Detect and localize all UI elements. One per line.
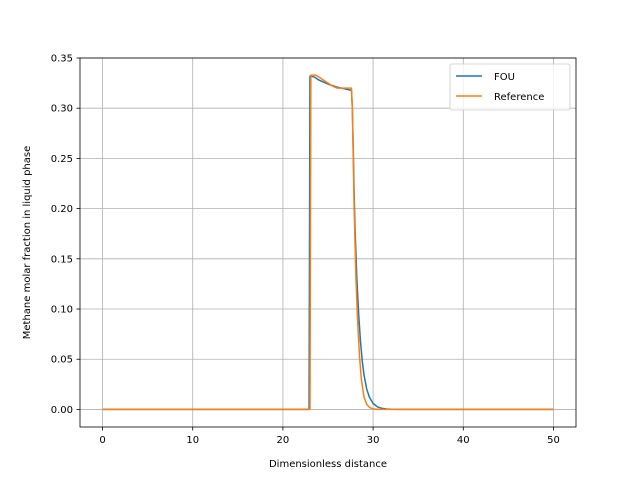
legend-entry-label: FOU — [494, 72, 515, 83]
series-line-reference — [102, 74, 554, 411]
x-axis-label: Dimensionless distance — [269, 459, 387, 470]
x-axis-ticks: 0 10 20 30 40 50 — [99, 427, 560, 446]
legend-box — [449, 63, 571, 111]
x-tick-label: 10 — [186, 435, 199, 446]
legend: FOU Reference — [449, 63, 571, 111]
y-tick-label: 0.25 — [51, 154, 73, 165]
y-tick-label: 0.00 — [51, 405, 73, 416]
x-tick-label: 20 — [277, 435, 290, 446]
y-tick-label: 0.30 — [51, 104, 73, 115]
axes-frame — [79, 57, 577, 428]
legend-entry-label: Reference — [494, 92, 544, 103]
plot-area — [102, 74, 554, 411]
y-tick-label: 0.20 — [51, 204, 73, 215]
x-tick-label: 50 — [547, 435, 560, 446]
x-tick-label: 0 — [99, 435, 105, 446]
y-tick-label: 0.35 — [51, 54, 73, 65]
y-tick-label: 0.10 — [51, 305, 73, 316]
y-axis-ticks: 0.00 0.05 0.10 0.15 0.20 0.25 0.30 0.35 — [51, 54, 80, 416]
x-tick-label: 30 — [367, 435, 380, 446]
x-tick-label: 40 — [457, 435, 470, 446]
y-tick-label: 0.05 — [51, 355, 73, 366]
y-axis-label: Methane molar fraction in liquid phase — [22, 146, 33, 340]
y-tick-label: 0.15 — [51, 254, 73, 265]
